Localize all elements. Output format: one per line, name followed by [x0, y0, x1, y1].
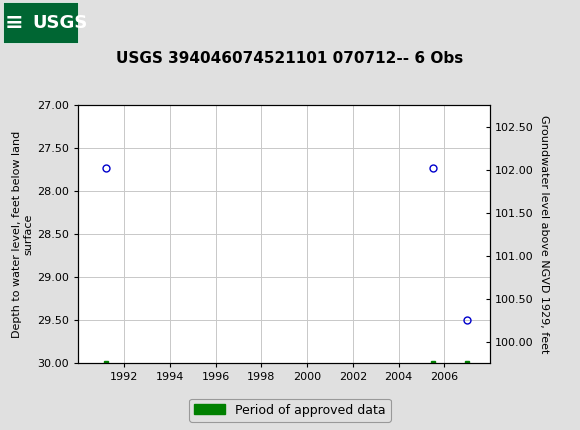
Y-axis label: Groundwater level above NGVD 1929, feet: Groundwater level above NGVD 1929, feet [539, 115, 549, 353]
Text: USGS: USGS [32, 14, 87, 31]
FancyBboxPatch shape [3, 2, 78, 43]
Text: USGS 394046074521101 070712-- 6 Obs: USGS 394046074521101 070712-- 6 Obs [117, 51, 463, 65]
Legend: Period of approved data: Period of approved data [189, 399, 391, 421]
Y-axis label: Depth to water level, feet below land
surface: Depth to water level, feet below land su… [12, 131, 33, 338]
Text: ≡: ≡ [5, 12, 23, 33]
